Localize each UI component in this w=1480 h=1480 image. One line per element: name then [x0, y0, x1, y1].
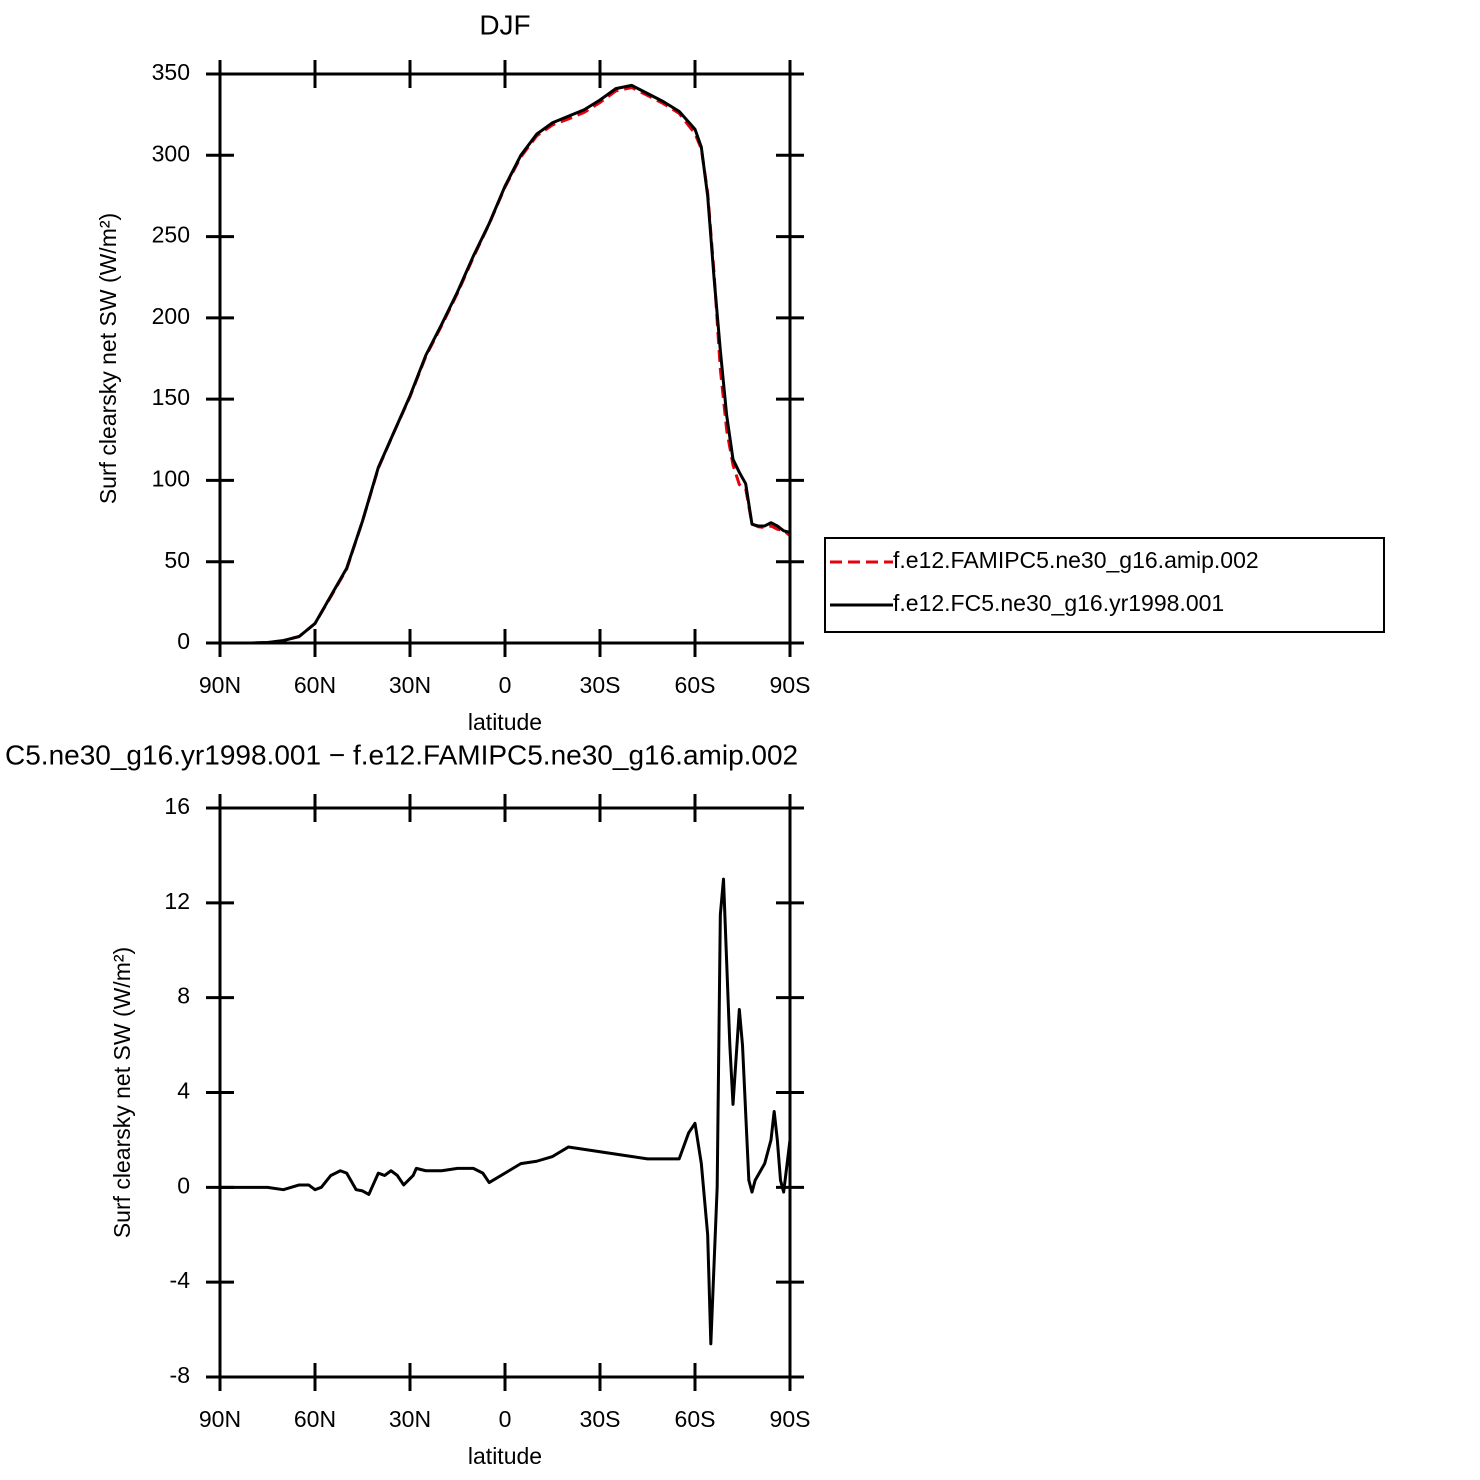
x-tick-label: 30S [580, 1406, 621, 1432]
x-tick-label: 30S [580, 672, 621, 698]
x-axis-label: latitude [468, 1443, 542, 1469]
y-tick-label: 350 [152, 59, 190, 85]
y-tick-label: 12 [164, 888, 190, 914]
x-tick-label: 60S [675, 672, 716, 698]
legend-label: f.e12.FAMIPC5.ne30_g16.amip.002 [893, 547, 1259, 573]
legend-label: f.e12.FC5.ne30_g16.yr1998.001 [893, 590, 1224, 616]
x-tick-label: 30N [389, 1406, 431, 1432]
plot-frame [218, 806, 792, 1379]
plot-frame [218, 72, 792, 645]
y-tick-label: 0 [177, 1172, 190, 1198]
data-line [220, 83, 791, 645]
y-axis-label: Surf clearsky net SW (W/m²) [109, 947, 135, 1238]
x-tick-label: 90S [770, 672, 811, 698]
chart-title: C5.ne30_g16.yr1998.001 − f.e12.FAMIPC5.n… [5, 739, 798, 770]
x-tick-label: 90S [770, 1406, 811, 1432]
y-tick-label: 16 [164, 793, 190, 819]
x-tick-label: 60S [675, 1406, 716, 1432]
y-tick-label: 250 [152, 222, 190, 248]
x-tick-label: 0 [499, 1406, 512, 1432]
x-tick-label: 60N [294, 1406, 336, 1432]
y-tick-label: 0 [177, 628, 190, 654]
x-tick-label: 90N [199, 672, 241, 698]
y-axis-label: Surf clearsky net SW (W/m²) [95, 213, 121, 504]
x-axis-label: latitude [468, 709, 542, 735]
y-tick-label: -4 [170, 1267, 191, 1293]
chart-title: DJF [479, 9, 530, 40]
x-tick-label: 30N [389, 672, 431, 698]
legend-box [824, 537, 1385, 633]
y-tick-label: -8 [170, 1362, 190, 1388]
y-tick-label: 150 [152, 384, 190, 410]
data-line [220, 877, 792, 1346]
y-tick-label: 300 [152, 140, 190, 166]
y-tick-label: 50 [164, 547, 190, 573]
y-tick-label: 8 [177, 983, 190, 1009]
x-tick-label: 60N [294, 672, 336, 698]
y-tick-label: 100 [152, 466, 190, 492]
x-tick-label: 90N [199, 1406, 241, 1432]
y-tick-label: 200 [152, 303, 190, 329]
x-tick-label: 0 [499, 672, 512, 698]
y-tick-label: 4 [177, 1078, 190, 1104]
